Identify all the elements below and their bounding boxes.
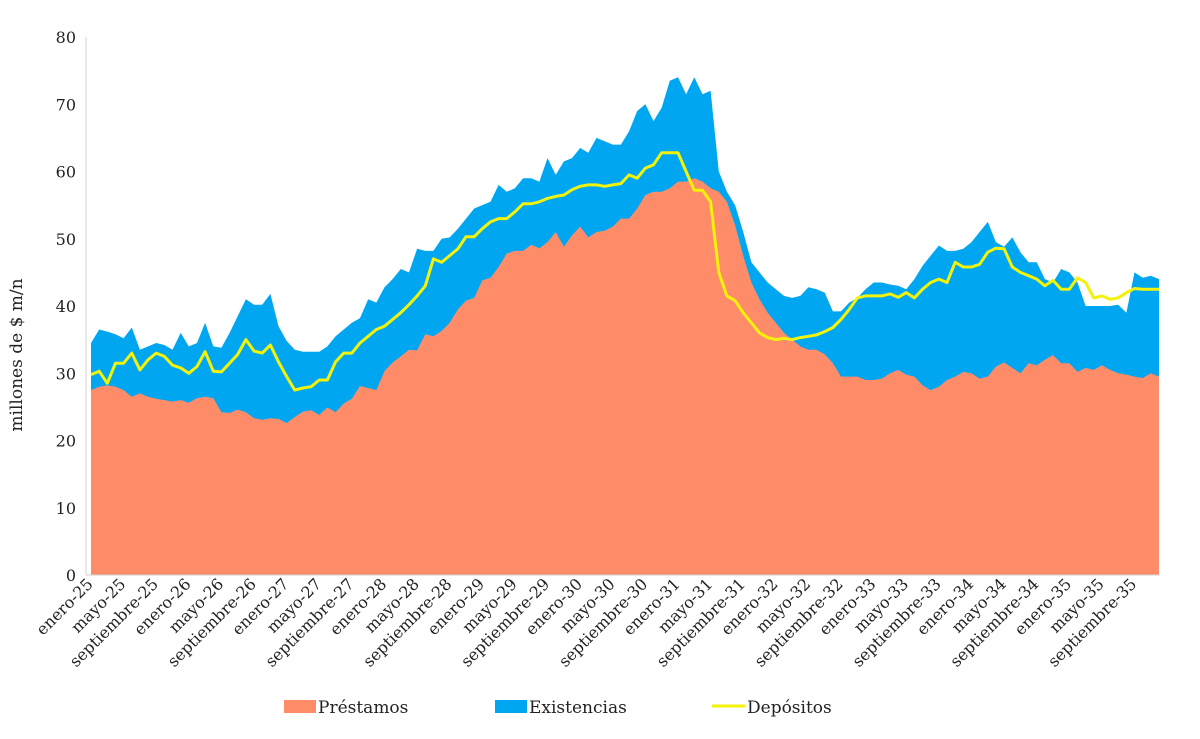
y-tick-label: 30: [56, 364, 76, 383]
legend-label-existencias: Existencias: [529, 698, 627, 718]
y-tick-label: 60: [56, 163, 76, 182]
y-tick-label: 10: [56, 499, 76, 518]
axes: [85, 37, 1160, 576]
depositos-line: [90, 151, 1159, 392]
legend-label-prestamos: Préstamos: [318, 698, 408, 718]
legend-swatch-prestamos: [284, 700, 316, 713]
plot-area: [90, 77, 1159, 576]
y-tick-label: 0: [66, 566, 76, 585]
prestamos-area: [91, 178, 1159, 575]
y-tick-label: 80: [56, 28, 76, 47]
y-axis-label: millones de $ m/n: [7, 278, 27, 431]
y-tick-label: 20: [56, 432, 76, 451]
legend-label-depositos: Depósitos: [747, 698, 832, 718]
legend: Préstamos Existencias Depósitos: [284, 698, 832, 718]
legend-swatch-existencias: [495, 700, 527, 713]
y-tick-labels: 0 10 20 30 40 50 60 70 80: [56, 28, 76, 585]
y-tick-label: 40: [56, 297, 76, 316]
y-tick-label: 70: [56, 95, 76, 114]
x-tick-labels: enero-25mayo-25septiembre-25enero-26mayo…: [32, 574, 1140, 670]
y-tick-label: 50: [56, 230, 76, 249]
